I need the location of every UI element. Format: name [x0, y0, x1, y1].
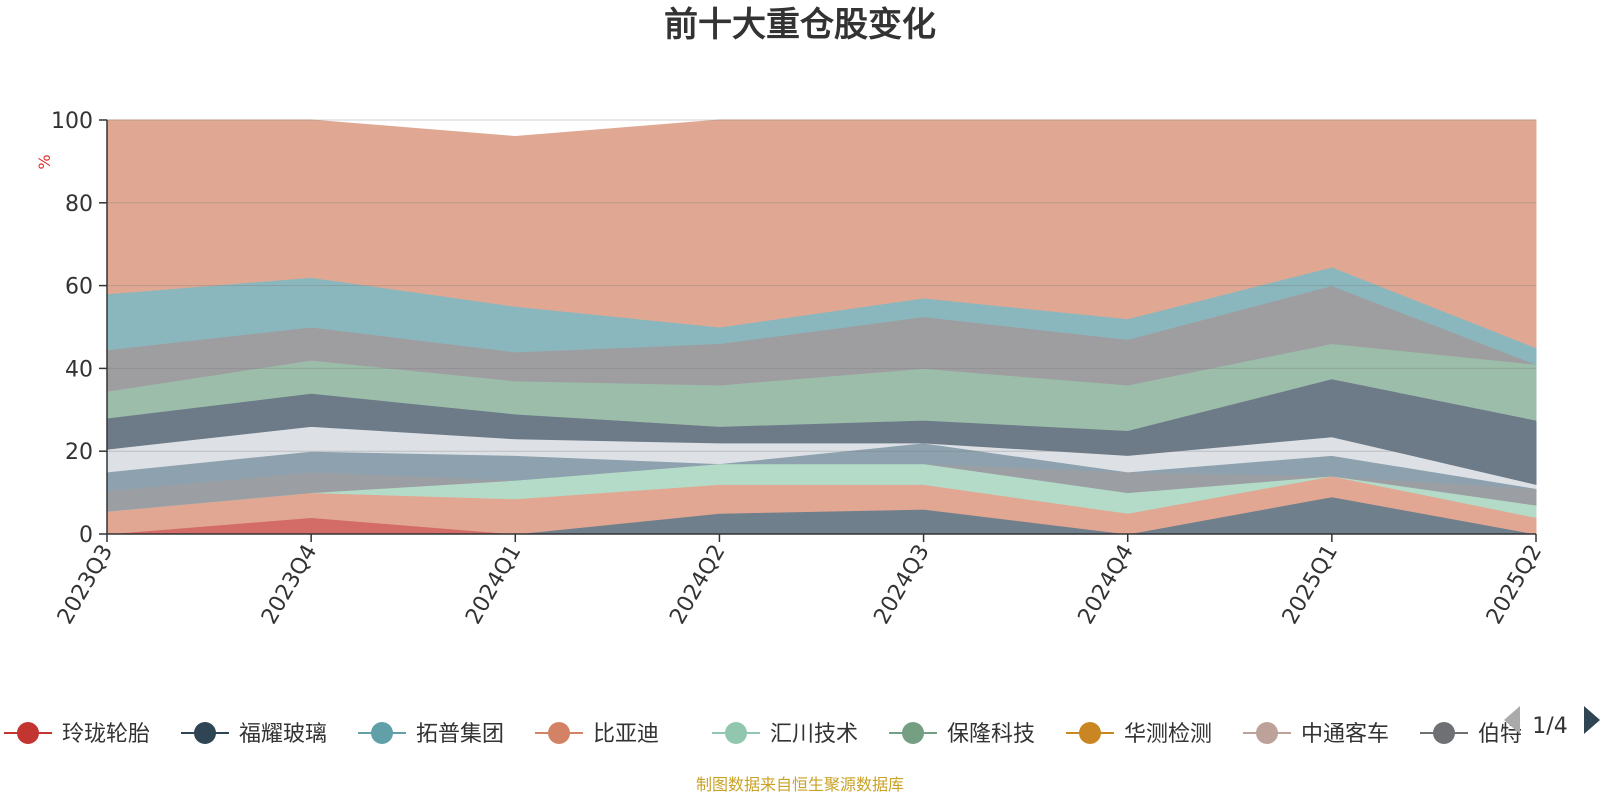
y-tick-label: 20 [65, 440, 93, 465]
plot-areas [106, 119, 1537, 535]
legend-item[interactable]: 华测检测 [1066, 722, 1212, 747]
legend-item[interactable]: 中通客车 [1243, 722, 1389, 747]
legend-item[interactable]: 保隆科技 [889, 722, 1035, 747]
legend-label: 汇川技术 [770, 722, 858, 747]
legend-label: 福耀玻璃 [239, 722, 327, 747]
x-tick-label: 2023Q3 [53, 541, 118, 629]
legend-marker-icon [194, 722, 216, 744]
legend-marker-icon [725, 722, 747, 744]
chart-title: 前十大重仓股变化 [664, 5, 936, 45]
y-tick-label: 100 [51, 109, 93, 134]
legend-label: 玲珑轮胎 [62, 722, 150, 747]
y-axis-unit-label: % [35, 154, 54, 169]
y-tick-label: 80 [65, 192, 93, 217]
x-tick-label: 2024Q1 [461, 541, 526, 629]
y-axis: 0 20 40 60 80 100 [51, 109, 108, 548]
x-tick-label: 2023Q4 [257, 541, 322, 629]
legend-item[interactable]: 玲珑轮胎 [4, 722, 150, 747]
pager-next-arrow-icon[interactable] [1584, 706, 1600, 734]
area-layer-11 [106, 119, 1537, 349]
legend-item[interactable]: 福耀玻璃 [181, 722, 327, 747]
legend-label: 中通客车 [1301, 722, 1389, 747]
legend-marker-icon [1079, 722, 1101, 744]
y-tick-label: 40 [65, 357, 93, 382]
x-axis: 2023Q3 2023Q4 2024Q1 2024Q2 2024Q3 2024Q4 2025… [53, 533, 1547, 629]
legend-marker-icon [1256, 722, 1278, 744]
x-tick-label: 2024Q2 [665, 541, 730, 629]
legend-marker-icon [902, 722, 924, 744]
legend-pager: 1/4 [1504, 706, 1600, 739]
legend-label: 拓普集团 [416, 722, 504, 747]
legend-item[interactable]: 比亚迪 [535, 722, 659, 747]
legend-label: 保隆科技 [947, 722, 1035, 747]
x-tick-label: 2024Q4 [1074, 541, 1139, 629]
legend-marker-icon [17, 722, 39, 744]
legend: 玲珑轮胎 福耀玻璃 拓普集团 比亚迪 汇川技术 保隆科技 华测检测 中通客车 伯特 [4, 722, 1522, 747]
legend-item[interactable]: 拓普集团 [358, 722, 504, 747]
y-tick-label: 60 [65, 275, 93, 300]
x-tick-label: 2024Q3 [869, 541, 934, 629]
x-tick-label: 2025Q1 [1278, 541, 1343, 629]
pager-prev-arrow-icon[interactable] [1504, 706, 1520, 734]
legend-item[interactable]: 汇川技术 [712, 722, 858, 747]
data-source-note: 制图数据来自恒生聚源数据库 [696, 775, 904, 794]
legend-label: 华测检测 [1124, 722, 1212, 747]
legend-marker-icon [1433, 722, 1455, 744]
x-tick-label: 2025Q2 [1482, 541, 1547, 629]
legend-item[interactable]: 伯特 [1420, 722, 1522, 747]
pager-indicator: 1/4 [1532, 714, 1567, 739]
legend-marker-icon [371, 722, 393, 744]
legend-label: 比亚迪 [593, 722, 659, 747]
legend-marker-icon [548, 722, 570, 744]
y-tick-label: 0 [79, 523, 93, 548]
